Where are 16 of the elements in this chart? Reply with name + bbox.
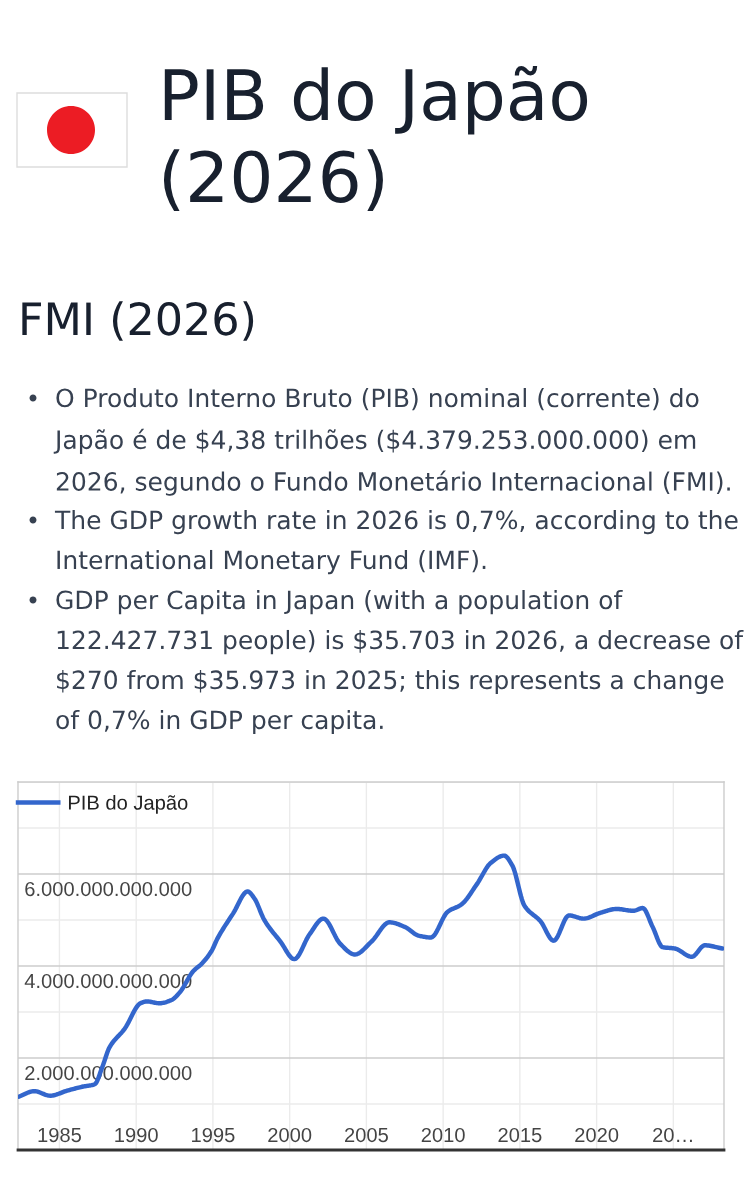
x-tick-label: 1990 — [115, 1127, 158, 1143]
x-tick-label: 1985 — [38, 1127, 81, 1143]
y-tick-label: 6.000.000.000.000 — [25, 881, 192, 897]
chart-subtitle: FMI (2026) — [22, 301, 254, 341]
x-tick-label: 20… — [653, 1127, 692, 1143]
x-tick-label: 2000 — [268, 1127, 312, 1143]
legend-label: PIB do Japão — [68, 795, 188, 814]
x-tick-label: 2020 — [575, 1127, 619, 1143]
x-tick-label: 2005 — [345, 1127, 388, 1143]
chart-title: PIB do Japão (2026) — [163, 66, 588, 212]
text: The GDP growth rate in 2026 is 0,7%, according to the International Monetary Fund (IMF). — [54, 510, 738, 575]
x-tick-label: 2015 — [498, 1127, 542, 1143]
x-tick-label: 2010 — [421, 1127, 465, 1143]
x-tick-label: 1995 — [192, 1127, 235, 1143]
text: O Produto Interno Bruto (PIB) nominal (corrente) do Japão é de $4,38 trilhões ($4.379.253.000.000) em 2026, segundo o Fundo Monetário Internacional (FMI). — [53, 388, 730, 496]
text: GDP per Capita in Japan (with a population of 122.427.731 people) is $35.703 in 2026, a decrease of $270 from $35.973 in 2025; this represents a change of 0,7% in GDP per capita. — [56, 590, 744, 735]
